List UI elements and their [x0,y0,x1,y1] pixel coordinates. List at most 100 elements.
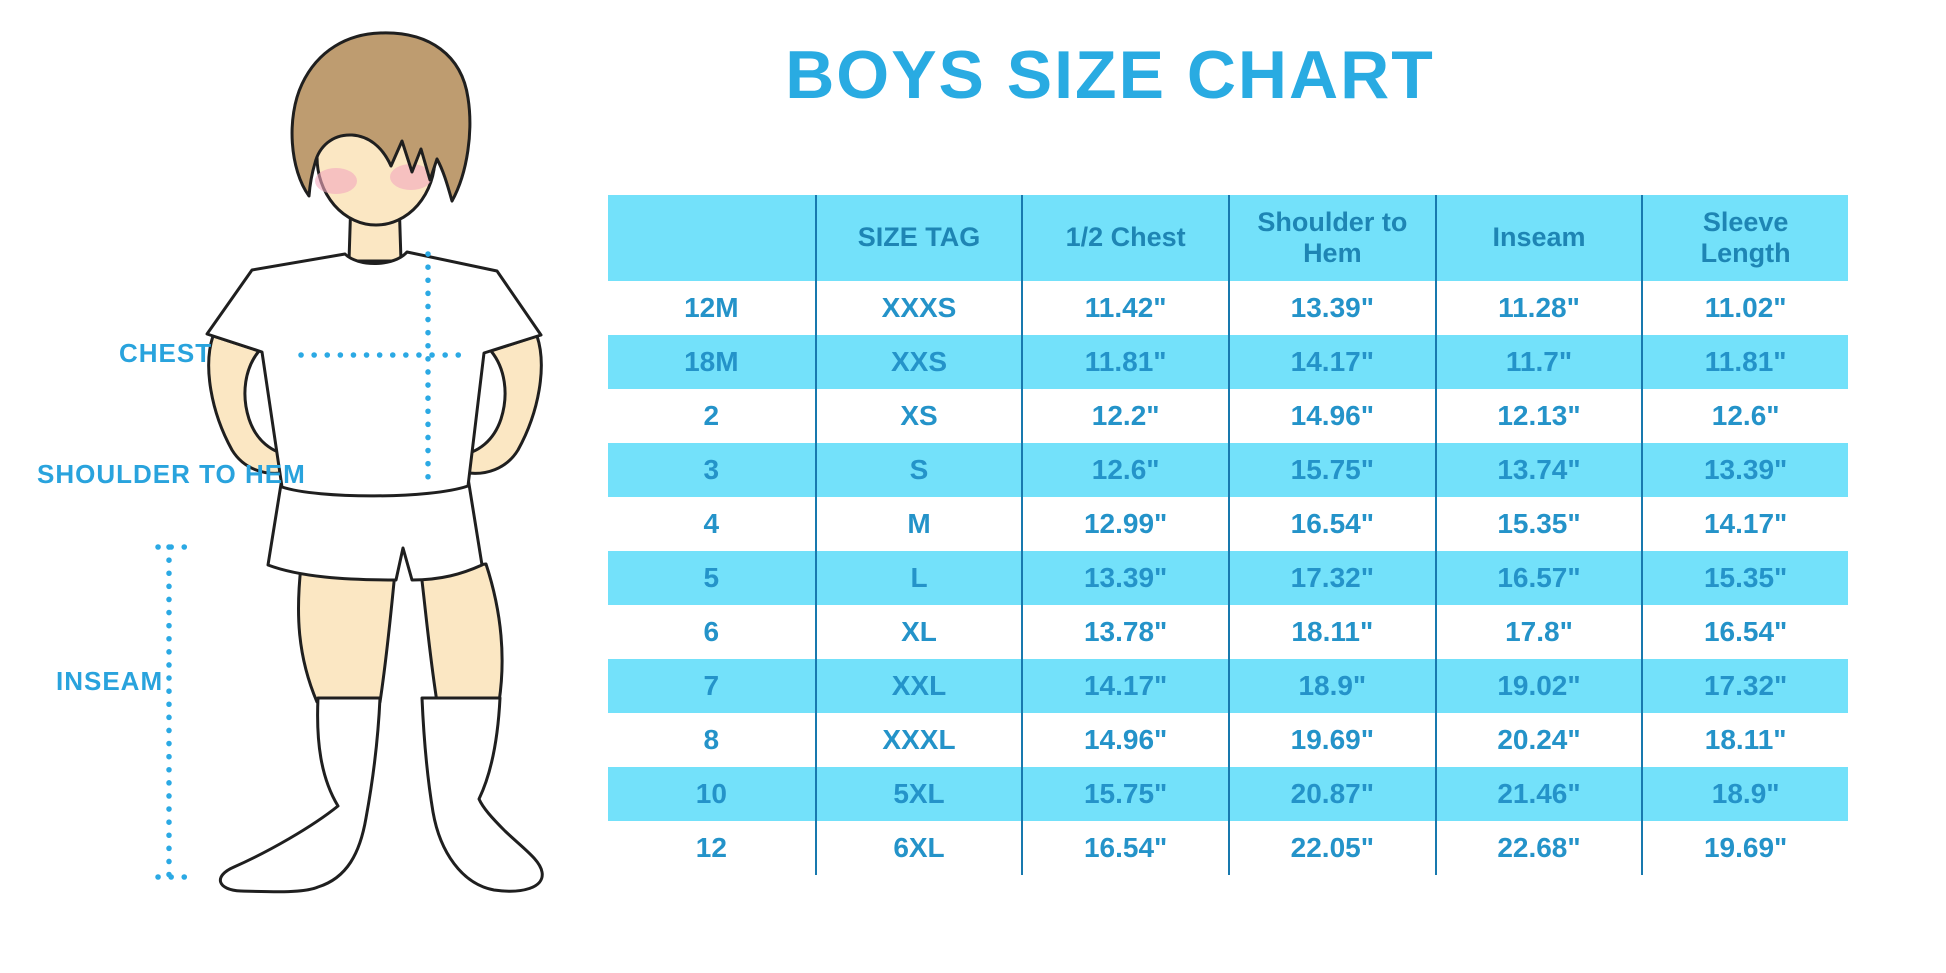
table-cell: 22.05" [1228,821,1435,875]
table-row: 7 XXL 14.17" 18.9" 19.02" 17.32" [608,659,1848,713]
table-cell: 11.28" [1434,281,1642,335]
table-cell: 14.96" [1021,713,1228,767]
table-body: 12M XXXS 11.42" 13.39" 11.28" 11.02" 18M XXS 11.… [608,281,1848,875]
table-row: 18M XXS 11.81" 14.17" 11.7" 11.81" [608,335,1848,389]
table-cell: 8 [703,724,720,755]
table-cell: 11.81" [1021,335,1228,389]
boy-sock-right [420,696,544,893]
boy-blush-right [390,164,432,190]
table-cell: 12.13" [1434,389,1642,443]
table-cell: 4 [703,508,720,539]
table-cell: 14.17" [1641,497,1848,551]
table-cell: 11.42" [1021,281,1228,335]
boy-sock-left [219,696,382,894]
table-row: 5 L 13.39" 17.32" 16.57" 15.35" [608,551,1848,605]
table-cell: M [814,497,1022,551]
table-cell: 18.11" [1228,605,1435,659]
table-cell: 19.69" [1228,713,1435,767]
table-cell: 15.35" [1434,497,1642,551]
boy-illustration [155,31,544,894]
table-cell: 18.9" [1228,659,1435,713]
table-cell: 15.35" [1641,551,1848,605]
table-cell: 14.96" [1228,389,1435,443]
table-cell: 15.75" [1021,767,1228,821]
table-cell: 20.87" [1228,767,1435,821]
table-cell: 14.17" [1021,659,1228,713]
table-cell: 16.57" [1434,551,1642,605]
table-cell: 2 [703,400,720,431]
table-row: 3 S 12.6" 15.75" 13.74" 13.39" [608,443,1848,497]
page-title: BOYS SIZE CHART [785,37,1435,113]
table-cell: 12.6" [1641,389,1848,443]
table-cell: 6 [703,616,720,647]
size-table: SIZE TAG 1/2 Chest Shoulder to Hem Insea… [608,195,1848,875]
table-cell: 15.75" [1228,443,1435,497]
table-cell: 18.9" [1641,767,1848,821]
table-cell: 12.99" [1021,497,1228,551]
table-row: 12M XXXS 11.42" 13.39" 11.28" 11.02" [608,281,1848,335]
table-cell: 13.39" [1641,443,1848,497]
header-cell-size [608,195,815,281]
boy-tshirt [205,250,543,498]
table-cell: XXL [814,659,1022,713]
header-cell-sleeve-length: Sleeve Length [1641,195,1848,281]
shoulder-to-hem-label: SHOULDER TO HEM [37,459,306,489]
table-cell: 13.78" [1021,605,1228,659]
table-cell: 13.39" [1228,281,1435,335]
table-row: 10 5XL 15.75" 20.87" 21.46" 18.9" [608,767,1848,821]
table-row: 4 M 12.99" 16.54" 15.35" 14.17" [608,497,1848,551]
boy-blush-left [315,168,357,194]
table-cell: 11.02" [1641,281,1848,335]
table-cell: 14.17" [1228,335,1435,389]
table-cell: 22.68" [1434,821,1642,875]
table-cell: 16.54" [1228,497,1435,551]
table-cell: 12M [684,292,739,323]
table-cell: 13.39" [1021,551,1228,605]
table-cell: 18.11" [1641,713,1848,767]
table-cell: 12.6" [1021,443,1228,497]
header-cell-inseam: Inseam [1434,195,1642,281]
table-cell: 11.7" [1434,335,1642,389]
table-cell: 17.8" [1434,605,1642,659]
table-cell: 12.2" [1021,389,1228,443]
table-cell: S [814,443,1022,497]
table-cell: 16.54" [1021,821,1228,875]
table-cell: 16.54" [1641,605,1848,659]
table-cell: 17.32" [1228,551,1435,605]
header-cell-shoulder-to-hem: Shoulder to Hem [1228,195,1435,281]
boy-shorts [266,476,484,582]
table-cell: 10 [695,778,727,809]
table-cell: 20.24" [1434,713,1642,767]
table-row: 2 XS 12.2" 14.96" 12.13" 12.6" [608,389,1848,443]
table-cell: 12 [695,832,727,863]
chest-label: CHEST [119,338,213,368]
table-cell: 3 [703,454,720,485]
table-row: 8 XXXL 14.96" 19.69" 20.24" 18.11" [608,713,1848,767]
table-cell: 6XL [814,821,1022,875]
table-cell: XXXL [814,713,1022,767]
table-cell: XXS [814,335,1022,389]
table-cell: XXXS [814,281,1022,335]
table-cell: 5 [703,562,720,593]
header-cell-half-chest: 1/2 Chest [1021,195,1228,281]
boy-hair [290,31,472,203]
table-cell: 11.81" [1641,335,1848,389]
boy-leg-left [296,564,397,704]
table-header-row: SIZE TAG 1/2 Chest Shoulder to Hem Insea… [608,195,1848,281]
boy-leg-right [419,562,504,704]
table-cell: XS [814,389,1022,443]
table-cell: 18M [684,346,739,377]
table-cell: 21.46" [1434,767,1642,821]
table-cell: L [814,551,1022,605]
table-cell: 17.32" [1641,659,1848,713]
table-row: 12 6XL 16.54" 22.05" 22.68" 19.69" [608,821,1848,875]
header-cell-size-tag: SIZE TAG [814,195,1022,281]
table-cell: 19.02" [1434,659,1642,713]
table-cell: 5XL [814,767,1022,821]
table-cell: XL [814,605,1022,659]
table-cell: 13.74" [1434,443,1642,497]
table-cell: 19.69" [1641,821,1848,875]
table-row: 6 XL 13.78" 18.11" 17.8" 16.54" [608,605,1848,659]
table-cell: 7 [703,670,720,701]
